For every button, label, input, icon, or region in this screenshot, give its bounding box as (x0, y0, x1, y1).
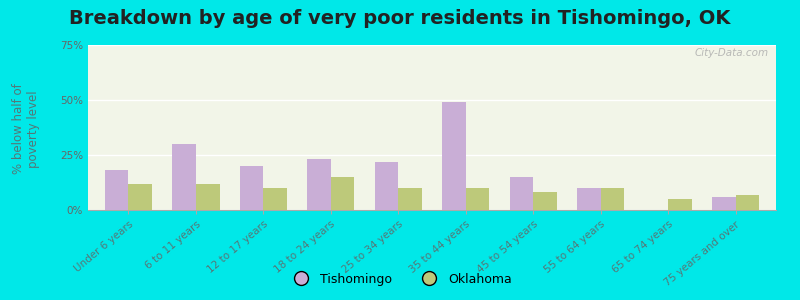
Bar (712, 197, 735, 210)
Bar (129, 184, 152, 210)
Bar (442, 102, 466, 210)
Bar (668, 199, 692, 210)
Bar (172, 144, 196, 210)
Bar (263, 188, 287, 210)
Bar (735, 195, 759, 210)
Bar (105, 170, 129, 210)
Bar (240, 166, 263, 210)
Bar (307, 159, 331, 210)
Bar (601, 188, 624, 210)
Legend: Tishomingo, Oklahoma: Tishomingo, Oklahoma (283, 268, 517, 291)
Text: City-Data.com: City-Data.com (695, 48, 769, 58)
Bar (533, 192, 557, 210)
Bar (577, 188, 601, 210)
Bar (466, 188, 490, 210)
Bar (398, 188, 422, 210)
Bar (196, 184, 219, 210)
Bar (510, 177, 533, 210)
Bar (374, 162, 398, 210)
Bar (331, 177, 354, 210)
Text: % below half of
poverty level: % below half of poverty level (12, 84, 40, 174)
Text: Breakdown by age of very poor residents in Tishomingo, OK: Breakdown by age of very poor residents … (70, 9, 730, 28)
